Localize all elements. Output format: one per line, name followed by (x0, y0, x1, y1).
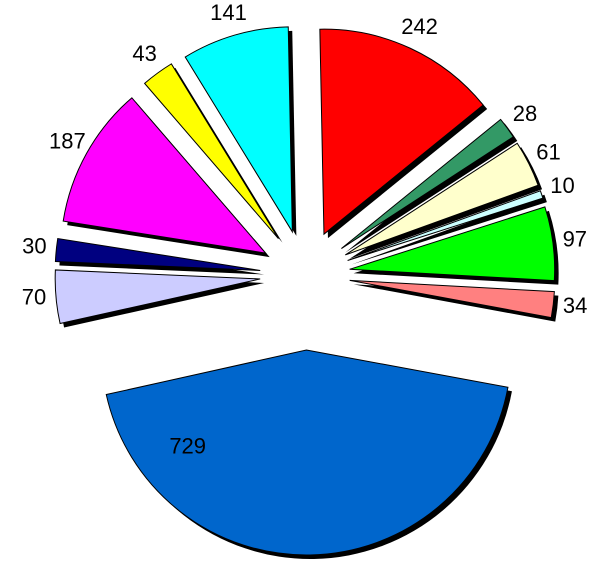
slice-label: 187 (49, 129, 86, 154)
slice (62, 97, 267, 254)
slice (105, 349, 509, 556)
slice-label: 61 (536, 140, 560, 165)
slice (341, 118, 514, 249)
slice-label: 10 (550, 173, 574, 198)
slice (54, 237, 261, 271)
slice (349, 279, 555, 319)
slice-label: 34 (563, 293, 587, 318)
slice (184, 26, 293, 234)
slice-label: 97 (563, 226, 587, 251)
slice-label: 729 (169, 434, 206, 459)
slice-label: 141 (210, 0, 247, 25)
slice (143, 63, 279, 239)
slice (54, 269, 261, 325)
slice (349, 206, 556, 282)
slice-label: 242 (401, 14, 438, 39)
slice (345, 142, 539, 256)
slice (347, 190, 544, 261)
slice-label: 70 (22, 285, 46, 310)
slice-label: 43 (132, 41, 156, 66)
slice (319, 28, 484, 236)
slice-label: 30 (22, 234, 46, 259)
slice-label: 28 (513, 101, 537, 126)
